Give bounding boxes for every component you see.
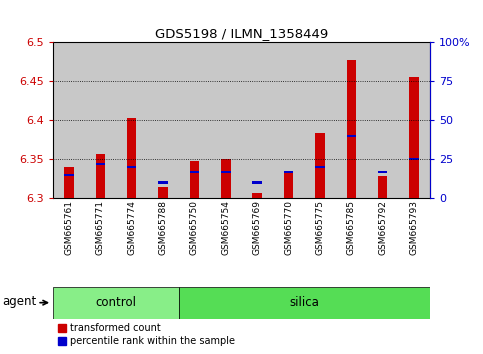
Bar [85,42,116,198]
Bar [273,42,304,198]
Bar [242,42,273,198]
Text: agent: agent [3,295,37,308]
Bar [96,154,105,198]
Bar [367,42,398,198]
Text: silica: silica [289,296,319,309]
Bar [179,287,430,319]
Bar [253,182,262,184]
Bar [410,158,419,160]
Legend: transformed count, percentile rank within the sample: transformed count, percentile rank withi… [58,324,235,346]
Bar [410,77,419,198]
Bar [53,42,85,198]
Bar [253,193,262,198]
Bar [147,42,179,198]
Bar [398,42,430,198]
Bar [378,171,387,173]
Bar [190,171,199,173]
Bar [304,42,336,198]
Bar [158,182,168,184]
Bar [96,163,105,165]
Bar [64,167,73,198]
Bar [127,118,136,198]
Bar [347,135,356,137]
Bar [53,287,179,319]
Bar [284,171,293,173]
Bar [221,171,230,173]
Bar [315,133,325,198]
Bar [64,174,73,176]
Title: GDS5198 / ILMN_1358449: GDS5198 / ILMN_1358449 [155,27,328,40]
Bar [347,59,356,198]
Bar [158,187,168,198]
Bar [210,42,242,198]
Bar [221,159,230,198]
Bar [127,166,136,168]
Bar [284,173,293,198]
Bar [378,176,387,198]
Text: control: control [96,296,136,309]
Bar [116,42,147,198]
Bar [315,166,325,168]
Bar [336,42,367,198]
Bar [190,161,199,198]
Bar [179,42,210,198]
